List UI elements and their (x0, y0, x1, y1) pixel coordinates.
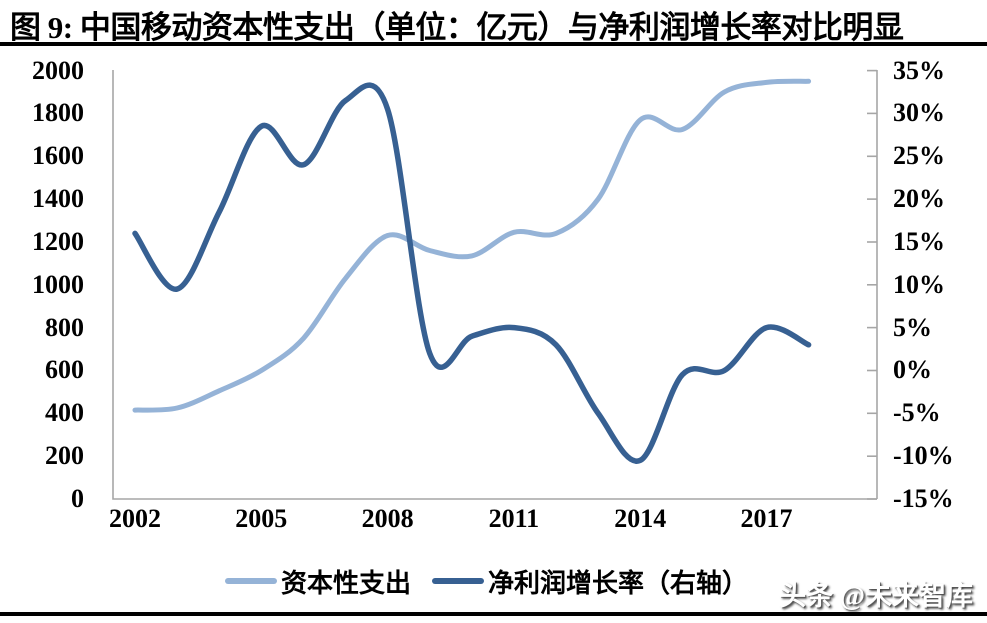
legend-label-capex: 资本性支出 (281, 568, 412, 598)
capex-line (132, 78, 812, 413)
capex-line-swatch (225, 578, 277, 584)
y-axis-right-tick-label: -15% (893, 484, 954, 513)
y-axis-right-tick-label: 20% (893, 184, 945, 214)
y-axis-right-tick-label: 10% (893, 269, 945, 299)
y-axis-left-tick-label: 1600 (32, 141, 84, 171)
y-axis-left-tick-label: 400 (45, 398, 84, 428)
y-axis-right-tick-label: 15% (893, 226, 945, 256)
y-axis-right-tick-label: 5% (893, 312, 932, 342)
y-axis-left-tick-label: 1200 (32, 226, 84, 256)
y-axis-left-tick-label: 2000 (32, 55, 84, 85)
x-axis-tick-label: 2017 (740, 504, 793, 533)
x-axis-tick-label: 2005 (235, 504, 288, 533)
y-axis-left-tick-label: 1400 (32, 184, 84, 214)
y-axis-right-tick-label: 35% (893, 55, 945, 85)
growth-line-swatch (432, 578, 485, 584)
bottom-divider (0, 612, 987, 616)
y-axis-left-tick-label: 0 (71, 484, 84, 513)
right-axis-ticks (867, 69, 877, 500)
y-axis-right-tick-label: 0% (893, 355, 932, 385)
y-axis-left-tick-label: 800 (45, 312, 84, 342)
chart-title: 图 9: 中国移动资本性支出（单位：亿元）与净利润增长率对比明显 (10, 10, 904, 45)
watermark: 头条 @未来智库 (779, 581, 973, 611)
title-underline (0, 42, 987, 46)
y-axis-right-tick-label: -5% (893, 398, 941, 428)
legend: 资本性支出 净利润增长率（右轴） (225, 566, 748, 598)
y-axis-left-tick-label: 1000 (32, 269, 84, 299)
x-axis-tick-label: 2002 (109, 504, 161, 533)
x-axis-tick-label: 2014 (614, 504, 667, 533)
x-axis-tick-label: 2008 (361, 504, 414, 533)
y-axis-right-tick-label: 25% (893, 141, 945, 171)
axis-lines (112, 70, 878, 500)
legend-item-capex: 资本性支出 (225, 563, 411, 600)
legend-item-growth: 净利润增长率（右轴） (432, 563, 748, 600)
x-axis-tick-label: 2011 (488, 504, 540, 533)
y-axis-left-tick-label: 1800 (32, 98, 84, 128)
legend-label-growth: 净利润增长率（右轴） (488, 568, 749, 598)
y-axis-left-tick-label: 600 (45, 355, 84, 385)
y-axis-right-tick-label: -10% (893, 441, 954, 471)
net-profit-growth-line (132, 82, 812, 464)
y-axis-right-tick-label: 30% (893, 98, 945, 128)
y-axis-left-tick-label: 200 (45, 441, 84, 471)
